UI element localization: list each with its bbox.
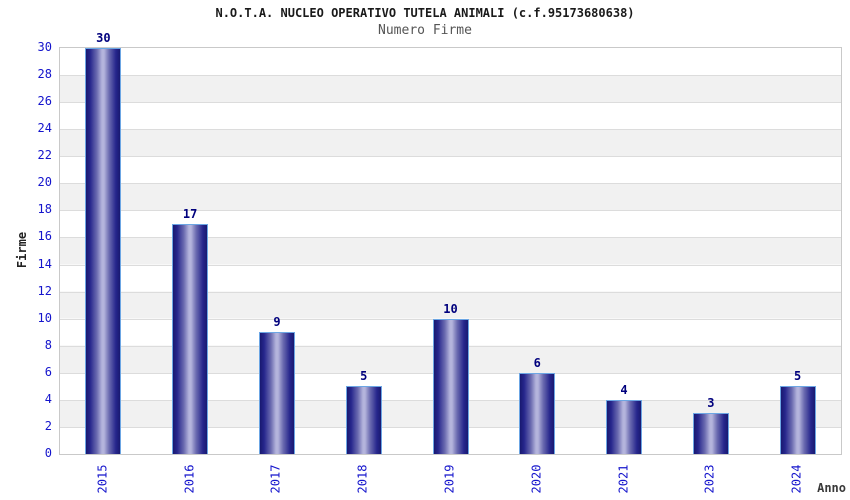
x-tick-label-text: 2017 xyxy=(268,464,283,494)
bar-2019 xyxy=(432,318,469,454)
bar-2020 xyxy=(519,372,556,454)
x-tick-label: 2018 xyxy=(343,458,383,500)
x-tick-label-text: 2024 xyxy=(789,464,804,494)
x-tick-label-text: 2018 xyxy=(355,464,370,494)
y-tick-label: 2 xyxy=(44,418,52,433)
bar-2023 xyxy=(692,413,729,454)
x-tick-label: 2016 xyxy=(169,458,209,500)
bar-2015 xyxy=(85,48,122,454)
bar-value-label: 4 xyxy=(620,382,628,397)
y-tick-label: 20 xyxy=(37,175,52,190)
bar-value-label: 17 xyxy=(182,206,198,221)
x-tick-label-text: 2016 xyxy=(182,464,197,494)
gridline xyxy=(60,210,841,212)
bar-value-label: 5 xyxy=(793,369,802,384)
y-tick-label: 18 xyxy=(37,202,52,217)
bar-value-label: 5 xyxy=(360,369,368,384)
y-tick-label: 0 xyxy=(44,446,52,460)
gridline xyxy=(60,237,841,239)
x-tick-label: 2023 xyxy=(690,458,730,500)
plot-area: 30 17 9 5 10 6 4 3 5 xyxy=(59,31,842,455)
x-axis-title: Anno xyxy=(817,481,846,495)
x-tick-label: 2017 xyxy=(256,458,296,500)
bar-2018 xyxy=(345,386,382,454)
x-tick-label-text: 2015 xyxy=(95,464,110,494)
gridline xyxy=(60,129,841,131)
gridline xyxy=(60,291,841,293)
y-tick-label: 10 xyxy=(37,310,52,325)
x-tick-label: 2024 xyxy=(777,458,817,500)
x-tick-label: 2019 xyxy=(430,458,470,500)
y-tick-label: 28 xyxy=(37,67,52,82)
gridline xyxy=(60,102,841,104)
y-tick-label: 22 xyxy=(37,148,52,163)
y-tick-label: 24 xyxy=(37,121,52,136)
x-tick-label-text: 2021 xyxy=(616,464,631,494)
gridline xyxy=(60,264,841,266)
bar-value-label: 30 xyxy=(96,31,111,45)
gridline xyxy=(60,75,841,77)
chart-subtitle: Numero Firme xyxy=(378,23,472,38)
chart-title: N.O.T.A. NUCLEO OPERATIVO TUTELA ANIMALI… xyxy=(215,6,635,20)
y-tick-label: 12 xyxy=(37,283,52,298)
bar-value-label: 10 xyxy=(443,301,458,316)
x-tick-label: 2021 xyxy=(603,458,643,500)
bar-2016 xyxy=(172,223,209,454)
y-tick-label: 14 xyxy=(37,256,52,271)
y-tick-label: 30 xyxy=(37,40,52,54)
x-tick-label-text: 2023 xyxy=(702,464,717,494)
y-tick-label: 6 xyxy=(44,364,52,379)
x-tick-label: 2015 xyxy=(82,458,122,500)
bar-value-label: 6 xyxy=(533,355,541,370)
y-tick-label: 26 xyxy=(37,94,52,109)
x-tick-label-text: 2020 xyxy=(529,464,544,494)
bar-value-label: 3 xyxy=(707,396,715,411)
x-tick-label-text: 2019 xyxy=(442,464,457,494)
x-tick-label: 2020 xyxy=(516,458,556,500)
bar-2021 xyxy=(606,399,643,454)
y-tick-label: 4 xyxy=(44,391,52,406)
y-tick-label: 8 xyxy=(44,337,52,352)
gridline xyxy=(60,156,841,158)
bar-2024 xyxy=(779,386,816,454)
bar-value-label: 9 xyxy=(273,315,281,330)
bar-2017 xyxy=(258,332,295,454)
y-tick-label: 16 xyxy=(37,229,52,244)
gridline xyxy=(60,183,841,185)
